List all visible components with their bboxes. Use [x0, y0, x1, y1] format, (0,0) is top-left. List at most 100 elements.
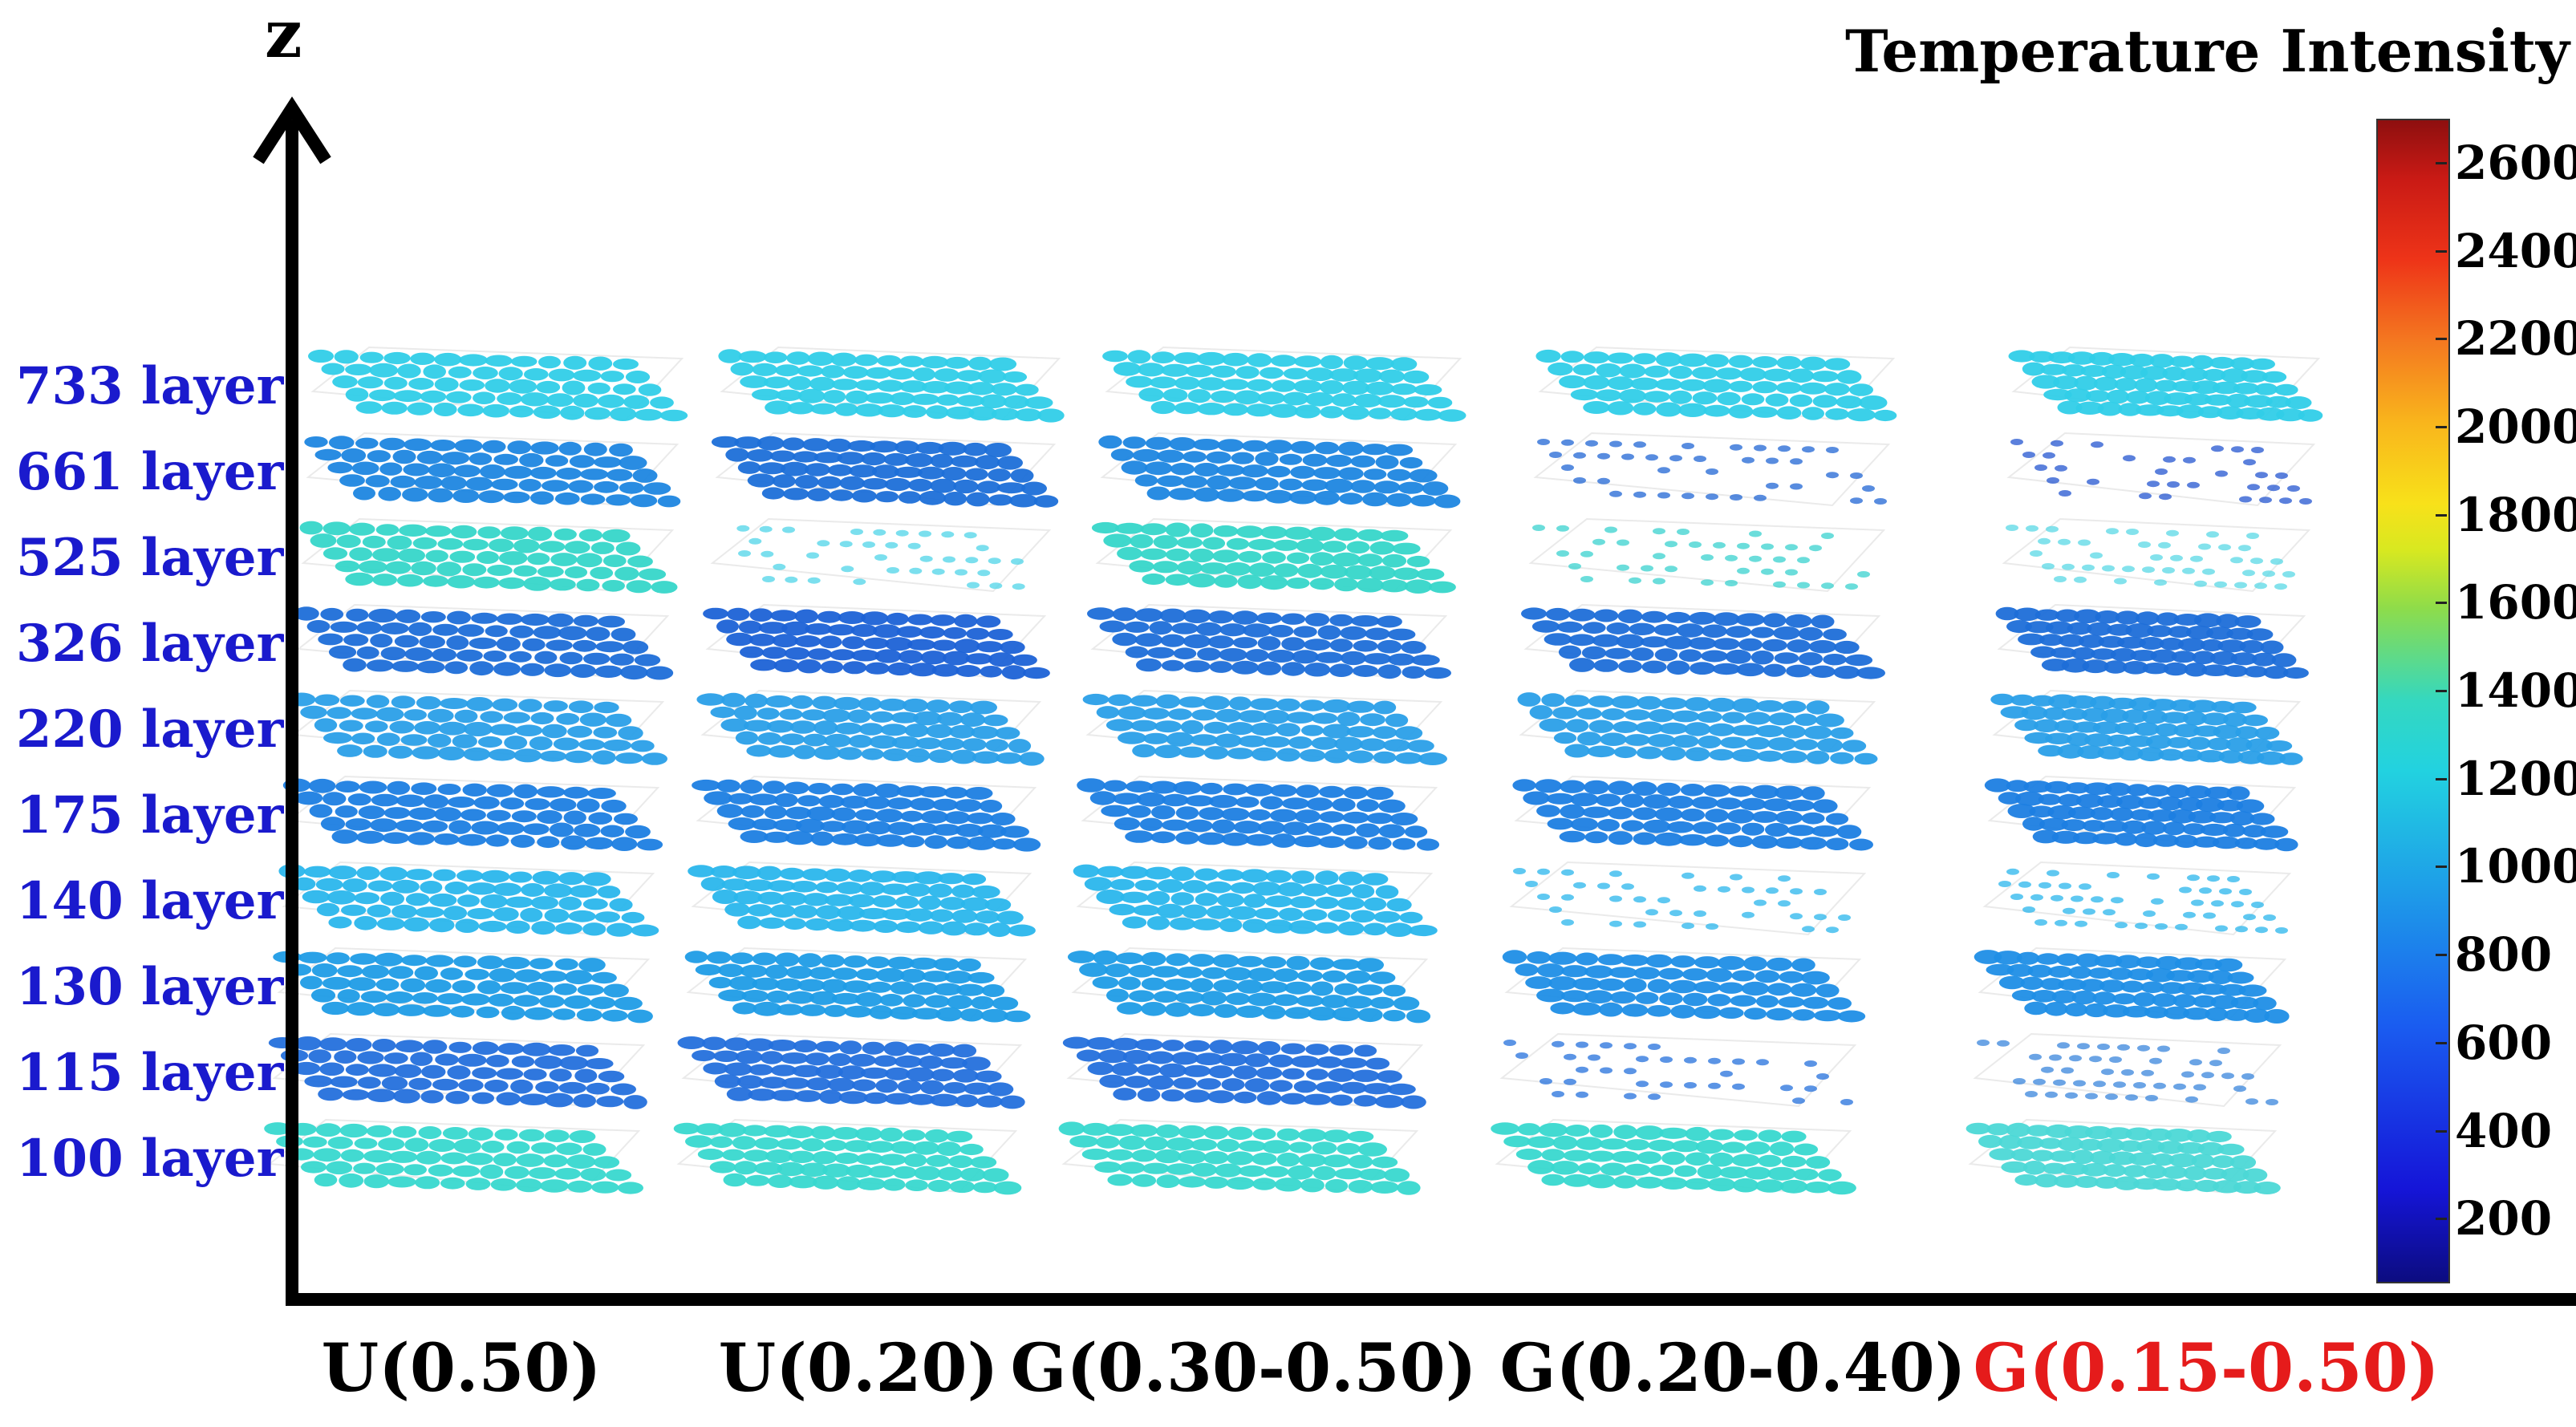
lattice-cell [1096, 890, 1125, 904]
lattice-cell [930, 909, 954, 922]
lattice-cell [1722, 711, 1746, 724]
lattice-cell [481, 1141, 505, 1153]
lattice-cell [1721, 1141, 1746, 1153]
lattice-cell [757, 732, 782, 745]
lattice-cell [1834, 640, 1860, 655]
lattice-cell [1838, 914, 1851, 921]
lattice-cell [1584, 780, 1609, 795]
lattice-cell [1609, 920, 1622, 927]
lattice-cell [1357, 958, 1384, 972]
lattice-cell [2249, 813, 2275, 825]
lattice-cell [779, 867, 805, 880]
lattice-cell [762, 780, 786, 794]
lattice-cell [703, 1062, 728, 1075]
lattice-cell [765, 964, 789, 979]
lattice-cell [443, 906, 468, 921]
lattice-cell [1178, 1149, 1207, 1165]
lattice-cell [2187, 970, 2214, 983]
lattice-cell [2210, 995, 2239, 1010]
lattice-cell [529, 958, 554, 970]
lattice-cell [907, 639, 936, 651]
lattice-cell [830, 783, 854, 796]
lattice-cell [794, 609, 818, 623]
lattice-cell [1670, 955, 1696, 968]
lattice-cell [975, 910, 1000, 924]
lattice-cell [831, 807, 857, 821]
lattice-cell [1370, 1181, 1399, 1194]
lattice-cell [1559, 375, 1586, 389]
lattice-cell [626, 580, 652, 594]
lattice-cell [1563, 1149, 1592, 1161]
lattice-cell [485, 355, 513, 367]
lattice-cell [1194, 463, 1219, 476]
lattice-cell [2022, 817, 2045, 831]
lattice-cell [1356, 823, 1380, 838]
lattice-cell [509, 625, 534, 639]
lattice-cell [600, 825, 625, 837]
lattice-cell [938, 737, 965, 751]
layer-label-140: 140 layer [16, 871, 284, 931]
lattice-cell [1787, 368, 1815, 383]
lattice-cell [948, 1155, 973, 1169]
lattice-cell [1677, 623, 1704, 638]
lattice-cell [2030, 894, 2043, 901]
lattice-cell [770, 610, 797, 622]
lattice-cell [697, 1148, 724, 1161]
lattice-cell [1105, 719, 1134, 732]
lattice-cell [570, 664, 596, 678]
lattice-cell [1787, 800, 1815, 812]
lattice-cell [2053, 1079, 2066, 1086]
lattice-cell [792, 451, 819, 463]
lattice-cell [2090, 807, 2114, 821]
lattice-cell [943, 626, 968, 639]
lattice-cell [1144, 461, 1173, 476]
lattice-cell [1558, 645, 1582, 659]
lattice-cell [928, 1044, 955, 1057]
lattice-cell [365, 475, 390, 488]
lattice-cell [1217, 893, 1244, 908]
layer-label-326: 326 layer [16, 614, 284, 674]
lattice-cell [890, 711, 919, 724]
lattice-cell [2137, 747, 2164, 762]
lattice-cell [2114, 578, 2127, 585]
lattice-cell [1399, 456, 1423, 469]
lattice-cell [854, 354, 878, 367]
lattice-cell [1262, 1140, 1291, 1154]
lattice-cell [1353, 640, 1378, 652]
lattice-cell [2025, 1091, 2038, 1097]
lattice-cell [1841, 740, 1867, 752]
lattice-cell [2060, 1162, 2089, 1176]
lattice-cell [2117, 1044, 2130, 1051]
lattice-cell [747, 473, 776, 488]
lattice-cell [428, 1139, 456, 1152]
lattice-cell [2242, 570, 2255, 577]
lattice-cell [1570, 388, 1599, 401]
lattice-cell [1329, 663, 1353, 677]
lattice-cell [992, 838, 1016, 850]
lattice-cell [1331, 393, 1357, 407]
lattice-cell [345, 572, 374, 586]
lattice-cell [861, 611, 889, 626]
lattice-cell [335, 560, 360, 573]
lattice-cell [2141, 821, 2167, 835]
lattice-cell [1786, 664, 1811, 678]
layer-slab [1087, 603, 1451, 679]
lattice-cell [1643, 391, 1670, 403]
lattice-cell [582, 872, 611, 886]
lattice-cell [1284, 1007, 1312, 1020]
lattice-cell [530, 441, 559, 455]
lattice-cell [446, 635, 469, 651]
lattice-cell [1342, 811, 1369, 824]
lattice-cell [424, 979, 452, 993]
lattice-cell [875, 1079, 899, 1093]
colorbar-tick-mark [2436, 161, 2447, 164]
lattice-cell [544, 908, 570, 923]
lattice-cell [1334, 578, 1358, 592]
lattice-cell [2043, 1162, 2067, 1174]
lattice-cell [841, 566, 854, 573]
lattice-cell [1346, 700, 1375, 713]
lattice-cell [2048, 351, 2075, 364]
lattice-cell [2103, 1004, 2130, 1018]
lattice-cell [1644, 365, 1669, 378]
lattice-cell [2134, 378, 2158, 393]
